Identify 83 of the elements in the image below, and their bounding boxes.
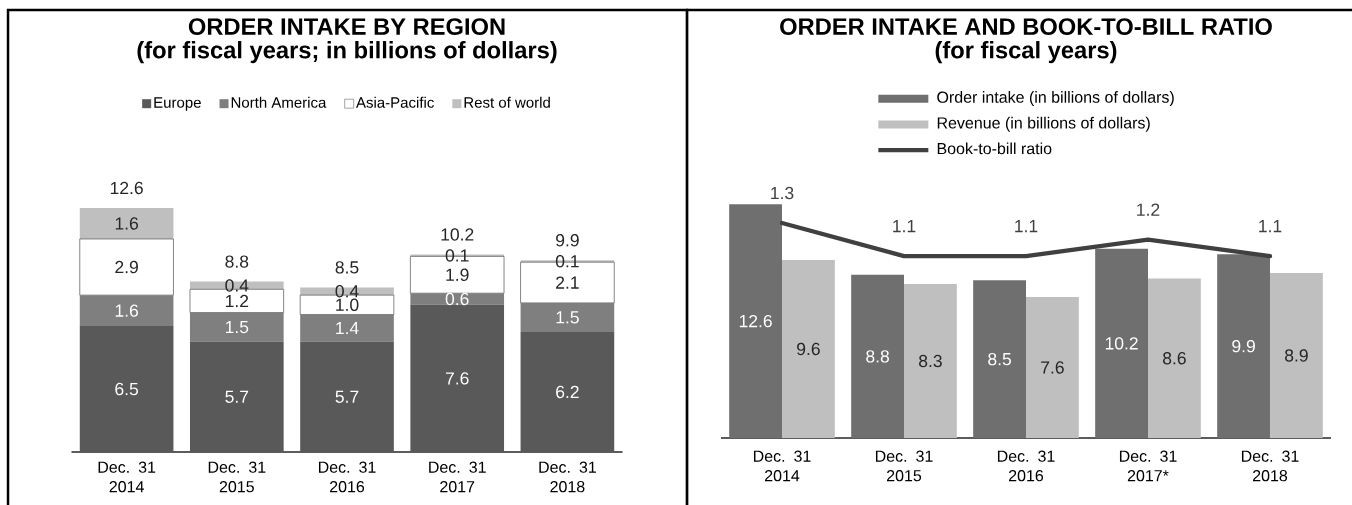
- data-label: 8.3: [919, 354, 942, 368]
- chart-subtitle: (for fiscal years; in billions of dollars): [137, 41, 557, 64]
- chart-title: ORDER INTAKE BY REGION: [188, 18, 505, 35]
- data-label: 1.6: [115, 217, 139, 230]
- data-label: 9.9: [1232, 339, 1255, 353]
- data-label: 1.9: [446, 268, 469, 281]
- data-label: 0.4: [335, 285, 359, 298]
- data-label: 0.4: [225, 279, 249, 292]
- bar: [1095, 248, 1148, 438]
- x-tick-label: Dec. 31 2015: [208, 461, 266, 493]
- bar: [410, 293, 505, 305]
- bar: [1026, 297, 1079, 438]
- bar: [79, 295, 174, 327]
- legend-label: Book-to-bill ratio: [937, 142, 1052, 155]
- legend-label: Rest of world: [464, 96, 550, 108]
- bar: [79, 207, 174, 239]
- data-label: 1.0: [336, 298, 359, 312]
- legend-label: Revenue (in billions of dollars): [937, 116, 1150, 132]
- data-label: 1.4: [336, 322, 359, 335]
- bar: [1270, 272, 1323, 438]
- legend-label: Europe: [154, 97, 201, 111]
- bar: [729, 204, 783, 438]
- x-tick-label: Dec. 31 2017: [429, 461, 486, 493]
- bar: [520, 331, 615, 452]
- data-label: 9.6: [797, 342, 820, 356]
- bar: [1217, 254, 1270, 438]
- bar: [782, 259, 835, 438]
- x-tick-label: Dec. 31 2016: [318, 461, 376, 493]
- data-label: 12.6: [739, 314, 772, 328]
- data-label: 6.5: [115, 382, 139, 396]
- data-label: 8.9: [1285, 349, 1308, 362]
- data-label: 5.7: [335, 390, 359, 403]
- bar: [1148, 278, 1201, 438]
- total-label: 9.9: [556, 234, 579, 247]
- x-tick-label: Dec. 31 2016: [997, 450, 1055, 482]
- total-label: 12.6: [110, 181, 143, 195]
- x-tick-label: Dec. 31 2015: [875, 450, 933, 482]
- bar: [79, 326, 174, 452]
- total-label: 8.8: [225, 255, 249, 268]
- data-label: 1.6: [115, 304, 139, 317]
- total-label: 10.2: [441, 228, 474, 241]
- legend-label: Order intake (in billions of dollars): [937, 91, 1174, 106]
- data-label: 1.2: [225, 294, 249, 308]
- bar: [300, 341, 394, 452]
- x-tick-label: Dec. 31 2018: [1241, 450, 1299, 482]
- data-label: 1.1: [893, 220, 916, 233]
- data-label: 2.1: [556, 276, 579, 289]
- bar: [851, 274, 904, 438]
- data-label: 1.5: [556, 311, 579, 324]
- data-label: 0.6: [445, 292, 469, 306]
- data-label: 7.6: [445, 372, 469, 385]
- total-label: 8.5: [335, 261, 359, 274]
- bar: [189, 341, 284, 452]
- data-label: 1.3: [771, 186, 794, 200]
- data-label: 1.1: [1259, 220, 1282, 233]
- data-label: 5.7: [225, 390, 249, 403]
- bar: [410, 304, 505, 452]
- bar: [300, 314, 394, 342]
- bar: [904, 284, 957, 438]
- bar: [189, 312, 284, 342]
- x-tick-label: Dec. 31 2018: [539, 461, 596, 493]
- data-label: 10.2: [1105, 337, 1138, 350]
- bar: [973, 280, 1026, 438]
- legend-label: North America: [231, 96, 327, 108]
- bar: [520, 302, 615, 332]
- data-label: 6.2: [556, 385, 579, 399]
- data-label: 8.5: [988, 352, 1012, 366]
- data-label: 2.9: [115, 260, 138, 274]
- legend-label: Asia-Pacific: [356, 96, 434, 108]
- data-label: 0.1: [445, 249, 469, 262]
- data-label: 1.1: [1015, 220, 1038, 233]
- data-label: 7.6: [1041, 361, 1064, 374]
- data-label: 8.6: [1163, 352, 1186, 365]
- chart-subtitle: (for fiscal years): [935, 41, 1117, 64]
- chart-title: ORDER INTAKE AND BOOK-TO-BILL RATIO: [780, 18, 1272, 35]
- data-label: 1.5: [225, 320, 249, 334]
- x-tick-label: Dec. 31 2014: [98, 461, 156, 493]
- x-tick-label: Dec. 31 2017*: [1119, 450, 1177, 482]
- data-label: 0.1: [555, 255, 579, 268]
- bar: [79, 238, 174, 296]
- data-label: 8.8: [866, 350, 889, 363]
- x-tick-label: Dec. 31 2014: [753, 450, 811, 482]
- data-label: 1.2: [1137, 203, 1160, 216]
